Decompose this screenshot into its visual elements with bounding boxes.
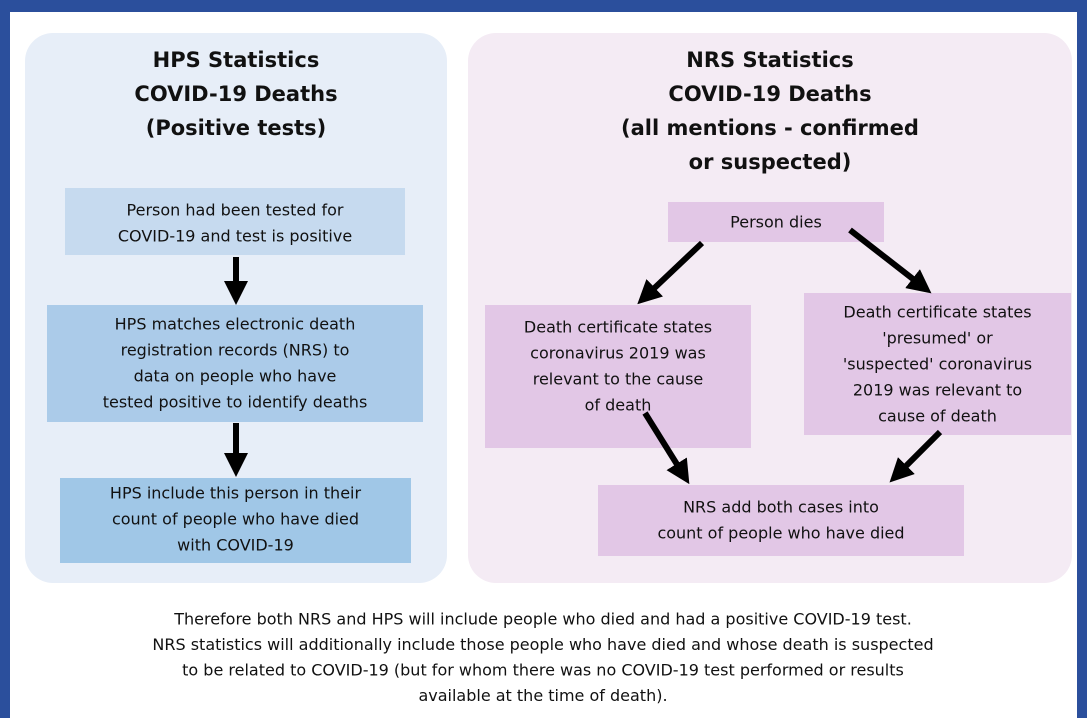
node-text: Person dies: [730, 213, 822, 232]
node-text: count of people who have died: [657, 524, 904, 543]
arrow: [642, 411, 690, 485]
footer-text: NRS statistics will additionally include…: [152, 635, 933, 654]
node-text: Death certificate states: [524, 318, 712, 337]
panel-title: COVID-19 Deaths: [668, 82, 871, 106]
node-text: coronavirus 2019 was: [530, 344, 706, 363]
panel-title: HPS Statistics: [153, 48, 320, 72]
node-text: count of people who have died: [112, 510, 359, 529]
node-text: relevant to the cause: [533, 370, 704, 389]
node: [804, 293, 1071, 435]
footer-text: available at the time of death).: [418, 686, 667, 705]
node-text: tested positive to identify deaths: [103, 393, 368, 412]
arrows: [224, 227, 943, 485]
panel-title: or suspected): [689, 150, 852, 174]
node-text: HPS matches electronic death: [115, 315, 356, 334]
panel-title: COVID-19 Deaths: [134, 82, 337, 106]
panel-title: NRS Statistics: [686, 48, 853, 72]
node-text: of death: [585, 396, 652, 415]
node-text: registration records (NRS) to: [121, 341, 350, 360]
footer-text: to be related to COVID-19 (but for whom …: [182, 661, 904, 680]
node: [47, 305, 423, 422]
node-text: with COVID-19: [177, 536, 294, 555]
node-text: 'suspected' coronavirus: [843, 355, 1032, 374]
arrow: [848, 227, 932, 294]
node-text: Person had been tested for: [127, 201, 344, 220]
node-text: 'presumed' or: [882, 329, 993, 348]
node: [60, 478, 411, 563]
arrow: [637, 240, 705, 305]
node-text: NRS add both cases into: [683, 498, 879, 517]
panel-title: (Positive tests): [146, 116, 327, 140]
node-text: data on people who have: [134, 367, 337, 386]
node: [668, 202, 884, 242]
panel-title: (all mentions - confirmed: [621, 116, 919, 140]
node: [485, 305, 751, 448]
footer-text: Therefore both NRS and HPS will include …: [173, 610, 912, 629]
node-text: Death certificate states: [843, 303, 1031, 322]
node-text: HPS include this person in their: [110, 484, 362, 503]
node: [65, 188, 405, 255]
node-text: 2019 was relevant to: [853, 381, 1022, 400]
arrow: [889, 429, 943, 483]
node-text: COVID-19 and test is positive: [118, 227, 352, 246]
node: [598, 485, 964, 556]
node-text: cause of death: [878, 407, 997, 426]
